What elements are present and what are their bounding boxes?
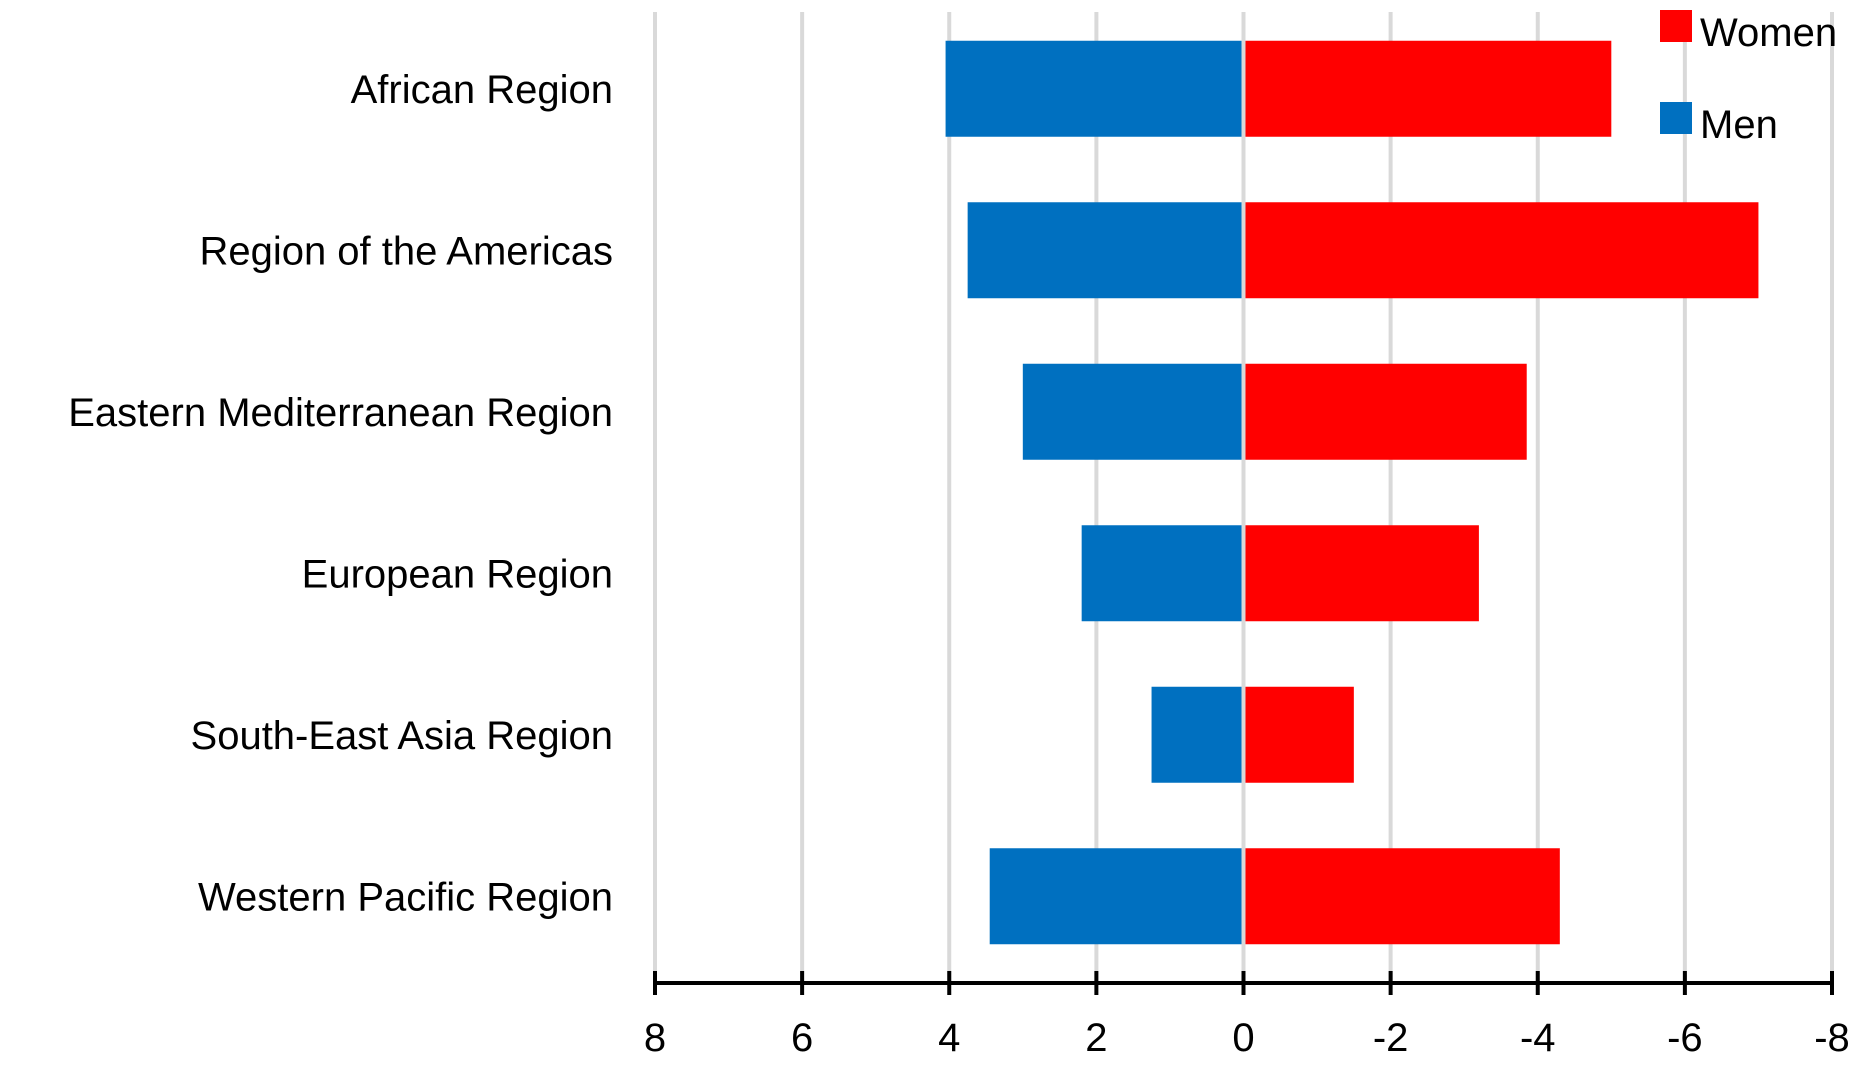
bar-women-european-region <box>1243 525 1479 622</box>
legend-swatch-men <box>1660 102 1692 134</box>
x-tick-label-5: -2 <box>1373 1016 1409 1060</box>
x-axis: 8 6 4 2 0 -2 -4 -6 -8 <box>644 971 1850 1060</box>
bar-men-eastern-mediterranean-region <box>1022 363 1244 460</box>
bar-women-south-east-asia-region <box>1243 686 1354 783</box>
bars <box>945 40 1759 945</box>
bar-men-western-pacific-region <box>989 848 1244 945</box>
category-label-african-region: African Region <box>351 68 613 112</box>
bar-women-african-region <box>1243 40 1612 137</box>
x-tick-label-3: 2 <box>1085 1016 1107 1060</box>
x-tick-label-4: 0 <box>1232 1016 1254 1060</box>
legend: Women Men <box>1660 10 1837 147</box>
category-labels: African Region Region of the Americas East… <box>68 68 613 920</box>
legend-label-men: Men <box>1700 103 1778 147</box>
category-label-south-east-asia-region: South-East Asia Region <box>191 714 613 758</box>
category-label-eastern-mediterranean-region: Eastern Mediterranean Region <box>68 391 613 435</box>
category-label-region-of-the-americas: Region of the Americas <box>199 229 613 273</box>
bar-men-african-region <box>945 40 1244 137</box>
bar-women-region-of-the-americas <box>1243 202 1759 299</box>
x-tick-label-7: -6 <box>1667 1016 1703 1060</box>
bar-women-eastern-mediterranean-region <box>1243 363 1527 460</box>
x-tick-label-8: -8 <box>1814 1016 1850 1060</box>
x-tick-label-1: 6 <box>791 1016 813 1060</box>
bar-men-south-east-asia-region <box>1151 686 1244 783</box>
legend-swatch-women <box>1660 10 1692 42</box>
category-label-european-region: European Region <box>302 552 613 596</box>
x-tick-label-2: 4 <box>938 1016 960 1060</box>
x-tick-label-0: 8 <box>644 1016 666 1060</box>
legend-label-women: Women <box>1700 11 1837 55</box>
x-tick-label-6: -4 <box>1520 1016 1556 1060</box>
bar-men-region-of-the-americas <box>967 202 1244 299</box>
bar-women-western-pacific-region <box>1243 848 1560 945</box>
category-label-western-pacific-region: Western Pacific Region <box>198 875 613 919</box>
gridlines <box>653 12 1834 983</box>
bar-men-european-region <box>1081 525 1244 622</box>
